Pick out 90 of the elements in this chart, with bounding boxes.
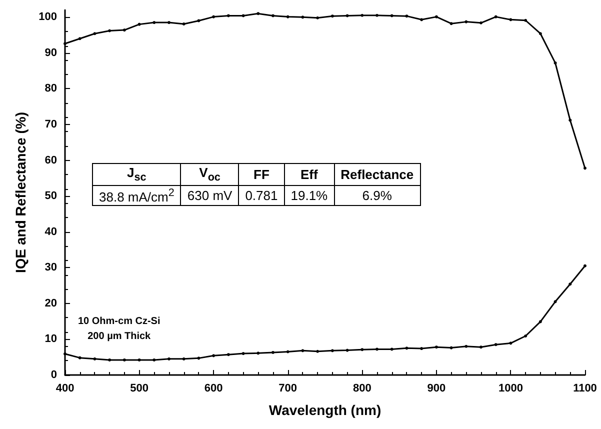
point [138,22,141,26]
y-tick-label: 80 [44,82,57,95]
point [464,344,468,348]
annotation: 10 Ohm-cm Cz-Si [78,316,160,327]
point [168,357,170,360]
point [376,14,378,17]
point [480,346,482,349]
point [584,264,586,268]
annotation: 38.8 mA/cm$^{2}$ [92,185,181,206]
y-tick-label: 0 [50,369,57,381]
annotation: FF [238,164,284,186]
y-tick-label: 30 [44,262,57,274]
point [301,349,304,352]
point [212,354,216,358]
point [464,20,468,24]
y-tick-label: 50 [44,190,57,202]
point [272,14,274,18]
point [301,16,304,19]
y-tick-label: 70 [44,118,57,131]
x-tick-label: 1100 [573,382,597,394]
y-axis-title: IQE and Reflectance (%) [12,112,29,274]
point [450,346,453,350]
x-axis-title: Wavelength (nm) [268,402,382,418]
annotation: 19.1% [284,185,334,206]
point [494,343,498,346]
point [524,18,528,22]
point [450,22,453,26]
point [360,348,364,352]
y-tick-label: 10 [44,333,57,346]
x-tick-label: 700 [278,382,298,394]
x-tick-label: 400 [56,382,74,394]
x-tick-label: 600 [204,382,223,394]
x-tick-label: 1000 [498,382,523,394]
point [346,348,349,352]
point [405,346,408,350]
point [242,352,245,356]
x-tick-label: 900 [427,382,446,394]
point [226,353,230,356]
annotation: Eff [284,164,334,186]
point [434,346,438,349]
point [420,18,424,22]
point [509,18,512,22]
point [405,14,408,18]
annotation: Reflectance [334,164,420,186]
annotation: 200 µm Thick [88,331,151,342]
y-tick-label: 40 [44,226,57,238]
point [138,358,141,362]
point [330,14,334,18]
point [78,37,82,40]
y-tick-label: 20 [44,297,57,310]
point [182,357,186,360]
point [494,15,498,18]
annotation: 6.9% [334,185,420,206]
point [286,15,290,18]
x-tick-label: 500 [130,382,148,394]
point [78,356,82,360]
point [108,29,112,32]
annotation: 630 mV [180,185,239,206]
annotation: 0.781 [238,185,284,206]
point [316,16,320,20]
y-tick-label: 90 [44,46,57,59]
x-tick-label: 800 [352,382,372,394]
point [434,15,438,18]
point [197,19,200,22]
point [242,14,245,18]
y-tick-label: 60 [44,154,57,166]
point [93,357,96,360]
y-tick-label: 100 [38,11,57,24]
annotation: V$_{oc}$ [180,164,239,186]
point [256,12,260,16]
point [524,334,528,338]
point [197,356,200,360]
point [538,32,542,36]
point [554,61,557,64]
point [360,14,364,17]
point [226,14,230,18]
point [509,342,512,345]
point [93,32,96,36]
point [480,21,482,24]
point [554,300,557,304]
point [538,320,542,324]
point [330,349,334,352]
point [346,14,349,18]
point [376,348,378,351]
point [212,15,216,18]
annotation: J$_{sc}$ [92,164,181,186]
point [316,350,320,353]
point [568,282,572,286]
point [584,166,586,170]
point [256,352,260,355]
